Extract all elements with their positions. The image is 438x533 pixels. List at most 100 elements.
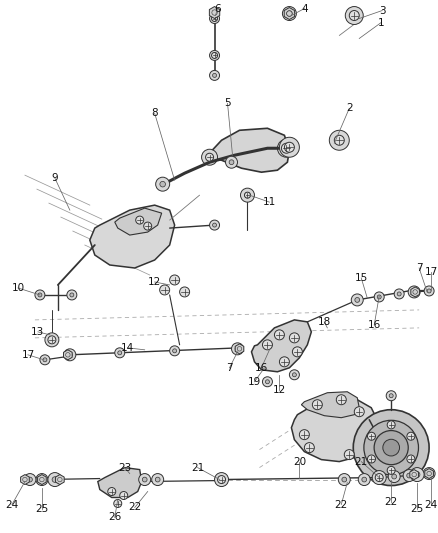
Text: 8: 8 — [152, 108, 158, 118]
Polygon shape — [411, 287, 420, 297]
Circle shape — [212, 15, 218, 21]
Text: 22: 22 — [385, 497, 398, 506]
Circle shape — [424, 286, 434, 296]
Circle shape — [180, 287, 190, 297]
Circle shape — [392, 474, 396, 479]
Circle shape — [170, 346, 180, 356]
Circle shape — [139, 473, 151, 486]
Text: 17: 17 — [424, 267, 438, 277]
Circle shape — [212, 223, 216, 227]
Circle shape — [120, 491, 128, 499]
Text: 11: 11 — [263, 197, 276, 207]
Circle shape — [293, 373, 297, 377]
Circle shape — [336, 136, 343, 144]
Circle shape — [205, 153, 214, 161]
Text: 10: 10 — [11, 283, 25, 293]
Text: 2: 2 — [346, 103, 353, 114]
Circle shape — [28, 477, 32, 482]
Text: 16: 16 — [367, 320, 381, 330]
Circle shape — [265, 380, 269, 384]
Circle shape — [39, 477, 44, 482]
Circle shape — [160, 181, 166, 187]
Text: 14: 14 — [121, 343, 134, 353]
Circle shape — [290, 333, 300, 343]
Circle shape — [115, 348, 125, 358]
Circle shape — [351, 294, 363, 306]
Circle shape — [209, 70, 219, 80]
Circle shape — [372, 471, 386, 484]
Circle shape — [364, 421, 418, 475]
Circle shape — [152, 473, 164, 486]
Circle shape — [344, 450, 354, 459]
Circle shape — [279, 357, 290, 367]
Polygon shape — [251, 320, 311, 372]
Text: 4: 4 — [301, 4, 307, 13]
Circle shape — [235, 346, 240, 351]
Circle shape — [215, 473, 229, 487]
Circle shape — [201, 149, 218, 165]
Circle shape — [114, 499, 122, 507]
Text: 13: 13 — [31, 327, 45, 337]
Circle shape — [354, 407, 364, 417]
Circle shape — [212, 52, 218, 59]
Circle shape — [362, 477, 367, 482]
Circle shape — [66, 352, 70, 357]
Text: 25: 25 — [410, 505, 424, 514]
Text: 7: 7 — [416, 263, 422, 273]
Text: 23: 23 — [118, 463, 131, 473]
Circle shape — [353, 410, 429, 486]
Circle shape — [118, 351, 122, 355]
Polygon shape — [64, 350, 72, 360]
Circle shape — [35, 290, 45, 300]
Circle shape — [290, 370, 300, 380]
Text: 21: 21 — [191, 463, 204, 473]
Circle shape — [367, 432, 375, 440]
Circle shape — [329, 130, 349, 150]
Circle shape — [286, 11, 292, 17]
Text: 7: 7 — [226, 363, 233, 373]
Circle shape — [403, 470, 415, 481]
Text: 19: 19 — [248, 377, 261, 387]
Circle shape — [155, 177, 170, 191]
Circle shape — [226, 156, 237, 168]
Circle shape — [300, 430, 309, 440]
Circle shape — [245, 192, 250, 198]
Circle shape — [40, 478, 44, 482]
Circle shape — [410, 467, 424, 481]
Text: 24: 24 — [424, 499, 438, 510]
Circle shape — [240, 188, 254, 202]
Circle shape — [67, 352, 72, 357]
Circle shape — [407, 432, 415, 440]
Polygon shape — [90, 205, 175, 268]
Text: 22: 22 — [335, 499, 348, 510]
Circle shape — [136, 216, 144, 224]
Circle shape — [36, 473, 48, 486]
Polygon shape — [208, 128, 290, 172]
Circle shape — [412, 472, 417, 477]
Text: 18: 18 — [318, 317, 331, 327]
Text: 24: 24 — [5, 499, 18, 510]
Circle shape — [108, 488, 116, 496]
Circle shape — [413, 290, 417, 294]
Circle shape — [345, 6, 363, 25]
Circle shape — [67, 290, 77, 300]
Polygon shape — [291, 398, 377, 462]
Text: 1: 1 — [378, 18, 385, 28]
Circle shape — [358, 473, 370, 486]
Circle shape — [412, 289, 417, 294]
Circle shape — [49, 337, 55, 343]
Circle shape — [427, 471, 431, 476]
Text: 9: 9 — [52, 173, 58, 183]
Text: 15: 15 — [355, 273, 368, 283]
Text: 20: 20 — [293, 457, 306, 466]
Circle shape — [275, 330, 284, 340]
Circle shape — [414, 472, 420, 478]
Circle shape — [48, 336, 56, 344]
Text: 6: 6 — [214, 4, 221, 13]
Circle shape — [209, 220, 219, 230]
Circle shape — [244, 192, 251, 198]
Circle shape — [70, 293, 74, 297]
Circle shape — [209, 51, 219, 60]
Circle shape — [375, 473, 383, 481]
Circle shape — [388, 471, 400, 482]
